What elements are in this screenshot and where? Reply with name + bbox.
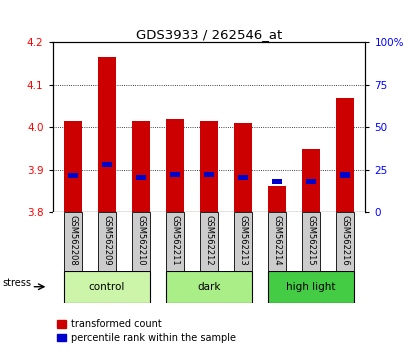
Bar	[165, 271, 252, 303]
Bar	[306, 179, 316, 184]
Bar	[165, 119, 184, 212]
Bar	[102, 162, 112, 167]
Bar	[200, 121, 218, 212]
Bar	[131, 212, 150, 271]
Bar	[268, 212, 286, 271]
Text: GSM562208: GSM562208	[68, 215, 77, 266]
Bar	[97, 57, 116, 212]
Text: GSM562209: GSM562209	[102, 215, 111, 266]
Bar	[200, 212, 218, 271]
Bar	[234, 212, 252, 271]
Text: stress: stress	[3, 278, 31, 288]
Bar	[302, 149, 320, 212]
Bar	[165, 212, 184, 271]
Bar	[272, 179, 282, 184]
Legend: transformed count, percentile rank within the sample: transformed count, percentile rank withi…	[58, 319, 236, 343]
Bar	[238, 175, 248, 180]
Bar	[63, 212, 82, 271]
Text: GSM562211: GSM562211	[171, 215, 179, 266]
Text: GSM562213: GSM562213	[239, 215, 247, 266]
Bar	[336, 98, 354, 212]
Text: GSM562210: GSM562210	[136, 215, 145, 266]
Bar	[302, 212, 320, 271]
Bar	[97, 212, 116, 271]
Text: GSM562216: GSM562216	[341, 215, 349, 266]
Text: control: control	[89, 282, 125, 292]
Bar	[340, 172, 350, 178]
Bar	[131, 121, 150, 212]
Bar	[136, 175, 146, 180]
Bar	[234, 123, 252, 212]
Bar	[268, 271, 354, 303]
Bar	[68, 173, 78, 178]
Bar	[170, 172, 180, 177]
Bar	[336, 212, 354, 271]
Text: GSM562212: GSM562212	[205, 215, 213, 266]
Bar	[63, 121, 82, 212]
Bar	[63, 271, 150, 303]
Title: GDS3933 / 262546_at: GDS3933 / 262546_at	[136, 28, 282, 41]
Text: GSM562215: GSM562215	[307, 215, 315, 266]
Text: GSM562214: GSM562214	[273, 215, 281, 266]
Bar	[268, 186, 286, 212]
Text: dark: dark	[197, 282, 220, 292]
Bar	[204, 172, 214, 177]
Text: high light: high light	[286, 282, 336, 292]
